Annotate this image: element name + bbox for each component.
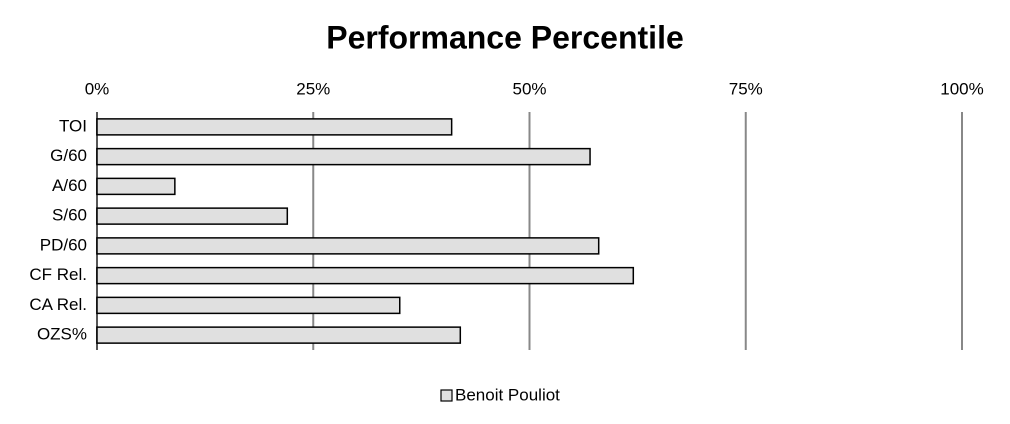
x-tick-label: 25% [296,79,330,98]
y-tick-label: A/60 [52,176,87,195]
bar [96,177,176,196]
y-tick-label: CF Rel. [29,265,87,284]
chart-title: Performance Percentile [326,19,684,55]
legend-label: Benoit Pouliot [455,385,560,404]
y-tick-label: S/60 [52,206,87,225]
y-tick-label: G/60 [50,146,87,165]
bar [96,207,289,225]
x-tick-label: 0% [85,79,110,98]
y-tick-label: CA Rel. [29,295,87,314]
y-tick-label: PD/60 [40,235,87,254]
x-tick-label: 75% [729,79,763,98]
x-tick-label: 100% [940,79,983,98]
bar [96,118,453,136]
legend-swatch [440,389,453,402]
bar [96,237,600,255]
bar [96,266,635,285]
y-tick-label: TOI [59,116,87,135]
y-tick-label: OZS% [37,325,87,344]
bar [96,147,591,166]
bar [96,296,401,315]
x-tick-label: 50% [512,79,546,98]
bar [96,326,462,344]
